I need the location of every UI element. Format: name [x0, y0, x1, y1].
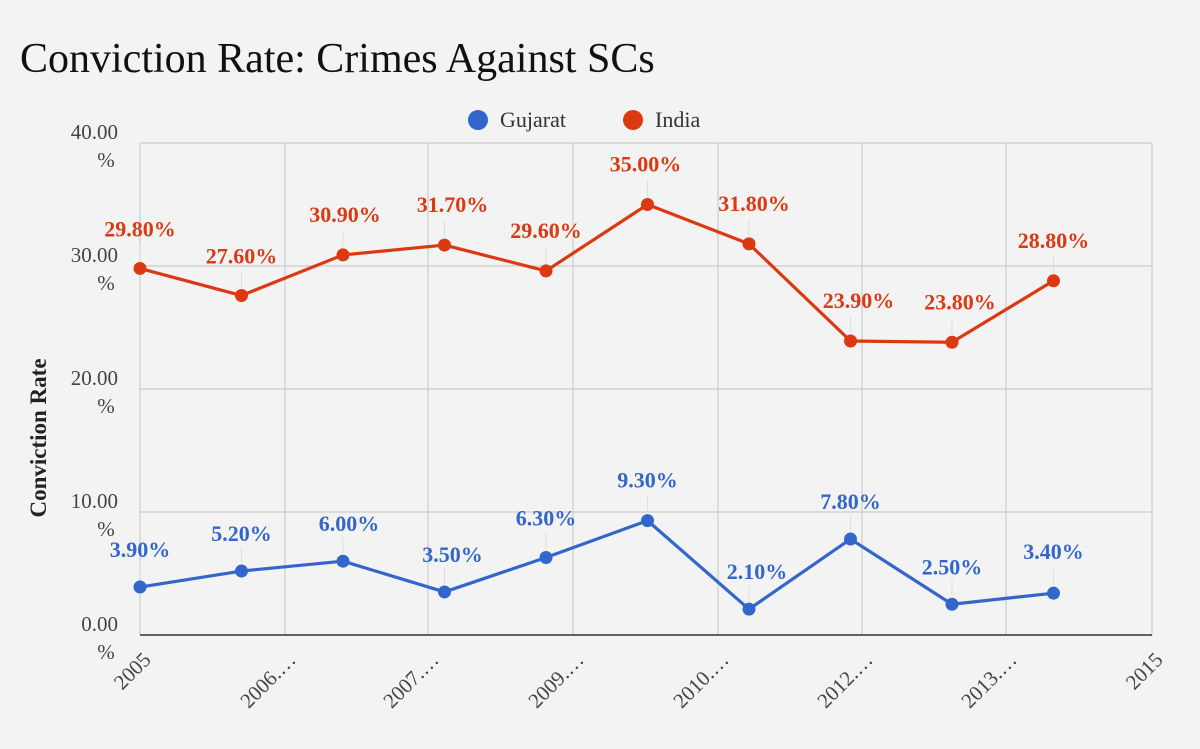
y-tick-unit: %: [97, 148, 115, 172]
series-line-india: [139, 202, 1055, 344]
series-group: [133, 198, 1060, 616]
data-point-india: [133, 261, 147, 275]
data-label-india: 23.90%: [823, 288, 895, 313]
grid: [139, 142, 1153, 635]
y-tick-unit: %: [97, 271, 115, 295]
data-label-gujarat: 6.30%: [516, 506, 577, 531]
data-label-gujarat: 7.80%: [820, 489, 881, 514]
data-point-gujarat: [235, 564, 248, 578]
y-tick-label: 20.00: [71, 366, 118, 390]
legend-label-gujarat: Gujarat: [500, 107, 566, 132]
y-tick-unit: %: [97, 640, 115, 664]
y-tick-label: 0.00: [81, 612, 118, 636]
x-tick-label: 2013.…: [956, 648, 1021, 713]
data-point-india: [336, 248, 350, 262]
data-point-gujarat: [539, 551, 553, 565]
data-point-india: [539, 264, 553, 278]
data-point-gujarat: [133, 580, 147, 594]
data-label-gujarat: 3.90%: [110, 537, 171, 562]
data-point-gujarat: [742, 602, 756, 616]
data-label-india: 31.80%: [718, 191, 790, 216]
legend-marker-india: [623, 110, 643, 130]
data-label-gujarat: 3.50%: [422, 542, 483, 567]
x-tick-label: 2006.…: [235, 648, 300, 713]
data-label-india: 29.60%: [510, 218, 582, 243]
legend-marker-gujarat: [468, 110, 488, 130]
x-tick-label: 2007.…: [378, 648, 443, 713]
data-label-india: 28.80%: [1018, 228, 1090, 253]
data-point-india: [235, 289, 248, 303]
legend: Gujarat India: [468, 107, 700, 132]
x-tick-label: 2010.…: [668, 648, 733, 713]
data-label-gujarat: 2.10%: [727, 559, 788, 584]
data-label-gujarat: 2.50%: [922, 554, 983, 579]
data-label-india: 31.70%: [417, 192, 489, 217]
legend-label-india: India: [655, 107, 700, 132]
data-label-india: 27.60%: [206, 244, 278, 269]
data-label-gujarat: 3.40%: [1023, 539, 1084, 564]
data-label-gujarat: 9.30%: [617, 468, 678, 493]
x-tick-label: 2015: [1121, 648, 1168, 695]
data-label-gujarat: 5.20%: [211, 521, 272, 546]
chart-title: Conviction Rate: Crimes Against SCs: [20, 36, 655, 82]
data-labels: 3.90% 5.20% 6.00% 3.50% 6.30% 9.30% 2.10% 7.80%…: [104, 152, 1089, 602]
x-tick-label: 2005: [109, 648, 156, 695]
y-tick-label: 30.00: [71, 243, 118, 267]
y-tick-unit: %: [97, 517, 115, 541]
y-tick-unit: %: [97, 394, 115, 418]
series-line-gujarat: [139, 519, 1054, 611]
data-point-gujarat: [336, 554, 350, 568]
data-label-india: 29.80%: [104, 216, 176, 241]
data-point-gujarat: [1047, 586, 1060, 600]
x-tick-label: 2012.…: [812, 648, 877, 713]
y-tick-label: 10.00: [71, 489, 118, 513]
axes: 0.00%10.00%20.00%30.00%40.00%2005 2006.… 2…: [71, 120, 1168, 713]
data-label-india: 30.90%: [309, 202, 381, 227]
data-point-gujarat: [844, 532, 857, 546]
data-point-india: [438, 238, 451, 252]
data-point-india: [844, 334, 857, 348]
data-point-india: [1047, 274, 1060, 288]
data-point-gujarat: [641, 514, 654, 528]
data-label-gujarat: 6.00%: [319, 511, 380, 536]
y-axis-label: Conviction Rate: [26, 358, 51, 517]
data-point-gujarat: [438, 585, 451, 599]
y-tick-label: 40.00: [71, 120, 118, 144]
data-label-india: 23.80%: [924, 289, 996, 314]
data-point-india: [945, 335, 959, 349]
data-point-india: [742, 237, 756, 251]
data-label-india: 35.00%: [610, 152, 682, 177]
data-point-india: [641, 198, 654, 211]
data-point-gujarat: [945, 597, 959, 611]
x-tick-label: 2009.…: [523, 648, 588, 713]
